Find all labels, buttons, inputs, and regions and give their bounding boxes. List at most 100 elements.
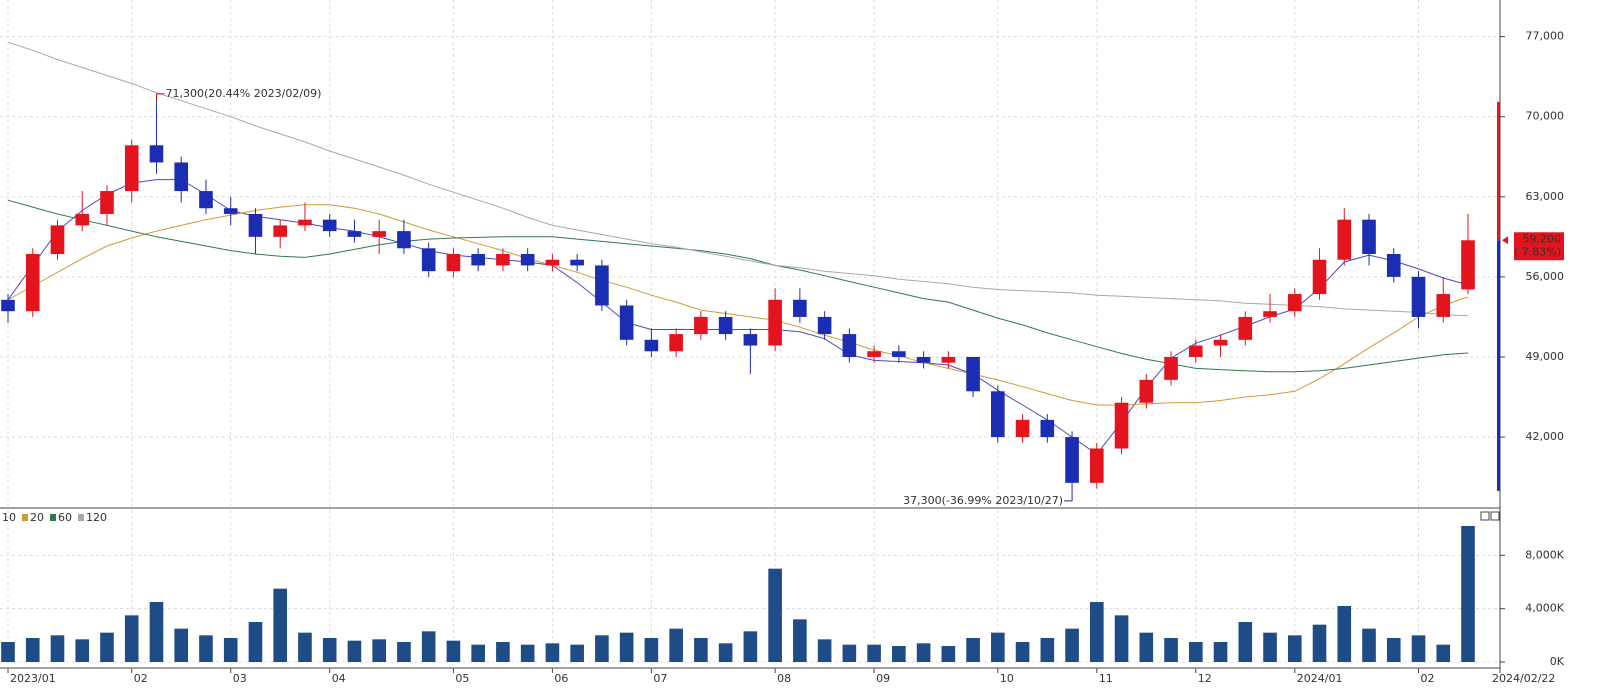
- legend-swatch: [50, 514, 56, 521]
- x-tick-label: 03: [233, 672, 247, 685]
- candle-body: [496, 254, 510, 266]
- volume-bar: [1436, 644, 1451, 662]
- candle-body: [842, 334, 857, 357]
- candle-body: [941, 356, 956, 363]
- candle-body: [1065, 437, 1079, 483]
- panel-button[interactable]: [1480, 511, 1490, 521]
- volume-bar: [842, 644, 857, 662]
- candle-body: [1287, 294, 1302, 312]
- candle-body: [1040, 419, 1055, 438]
- volume-bar: [1287, 635, 1302, 662]
- volume-bar: [1139, 632, 1154, 662]
- volume-bar: [1188, 642, 1203, 662]
- candle-body: [1238, 316, 1253, 340]
- volume-bar: [1090, 602, 1104, 662]
- candle-body: [1411, 276, 1426, 317]
- y-tick-label: 4,000K: [1525, 602, 1564, 615]
- y-tick-label: 49,000: [1526, 350, 1565, 363]
- candle-body: [50, 225, 65, 254]
- legend-label: 20: [30, 511, 44, 524]
- volume-bar: [768, 568, 782, 662]
- candle-body: [619, 305, 634, 340]
- panel-button[interactable]: [1490, 511, 1500, 521]
- candle-body: [1312, 259, 1327, 295]
- volume-bar: [149, 602, 164, 662]
- candle-body: [867, 351, 881, 357]
- legend-swatch: [78, 514, 84, 521]
- volume-bar: [916, 643, 931, 662]
- x-tick-label: 08: [777, 672, 791, 685]
- candle-body: [248, 213, 263, 237]
- candle-body: [1090, 448, 1104, 483]
- candle-body: [25, 254, 40, 312]
- volume-bar: [1015, 642, 1030, 662]
- candle-body: [223, 208, 238, 214]
- volume-bar: [644, 638, 659, 662]
- volume-bar: [1213, 642, 1228, 662]
- y-tick-label: 8,000K: [1525, 548, 1564, 561]
- candle-body: [1213, 339, 1228, 346]
- volume-bar: [100, 632, 114, 662]
- volume-bar: [471, 644, 485, 662]
- x-tick-label: 2023/01: [10, 672, 56, 685]
- candle-body: [1337, 219, 1352, 260]
- x-tick-label: 10: [1000, 672, 1014, 685]
- legend-label: 120: [86, 511, 107, 524]
- moving-average-line: [7, 204, 1469, 406]
- range-bar-lower: [1497, 240, 1500, 491]
- volume-bar: [743, 631, 758, 662]
- candle-body: [718, 316, 733, 335]
- volume-bar: [248, 622, 263, 662]
- candle-body: [1461, 240, 1475, 290]
- volume-bar: [1114, 615, 1129, 662]
- candle-body: [1436, 294, 1451, 317]
- candle-body: [743, 334, 758, 346]
- volume-bar: [793, 619, 807, 662]
- volume-bar: [545, 643, 560, 662]
- volume-bar: [372, 639, 386, 662]
- candle-body: [372, 231, 386, 237]
- volume-bar: [966, 638, 980, 662]
- candle-body: [570, 259, 584, 266]
- candle-body: [1114, 402, 1129, 449]
- volume-bar: [223, 638, 238, 662]
- price-tag-change: ( 7.83%): [1514, 245, 1561, 258]
- x-tick-label: 2024/01: [1297, 672, 1343, 685]
- volume-bar: [199, 635, 213, 662]
- volume-bar: [124, 615, 139, 662]
- candle-body: [75, 213, 90, 226]
- x-tick-label: 06: [554, 672, 568, 685]
- volume-bar: [520, 644, 535, 662]
- volume-bar: [619, 632, 634, 662]
- volume-bar: [397, 642, 411, 662]
- candle-body: [124, 145, 139, 192]
- price-tag-label: 59,200: [1523, 232, 1562, 245]
- volume-bar: [867, 644, 881, 662]
- volume-bar: [1312, 624, 1327, 662]
- candle-body: [347, 231, 362, 237]
- moving-average-line: [7, 41, 1469, 317]
- candle-body: [1139, 379, 1154, 403]
- candle-body: [1015, 419, 1030, 438]
- annotation-leader: [1064, 490, 1073, 502]
- volume-bar: [421, 631, 436, 662]
- candle-body: [273, 225, 288, 237]
- volume-bar: [1411, 635, 1426, 662]
- y-tick-label: 63,000: [1526, 190, 1565, 203]
- volume-bar: [1461, 526, 1475, 662]
- candle-body: [916, 356, 931, 363]
- volume-bar: [75, 639, 90, 662]
- candle-body: [1164, 356, 1178, 380]
- candle-body: [446, 254, 461, 272]
- volume-bar: [1040, 638, 1055, 662]
- candle-body: [1263, 311, 1277, 317]
- volume-bar: [25, 638, 40, 662]
- y-tick-label: 0K: [1550, 655, 1565, 668]
- y-tick-label: 77,000: [1526, 30, 1565, 43]
- volume-bar: [1164, 638, 1178, 662]
- candle-body: [768, 299, 782, 346]
- legend-swatch: [22, 514, 28, 521]
- x-tick-label: 12: [1198, 672, 1212, 685]
- price-marker: [1502, 236, 1508, 245]
